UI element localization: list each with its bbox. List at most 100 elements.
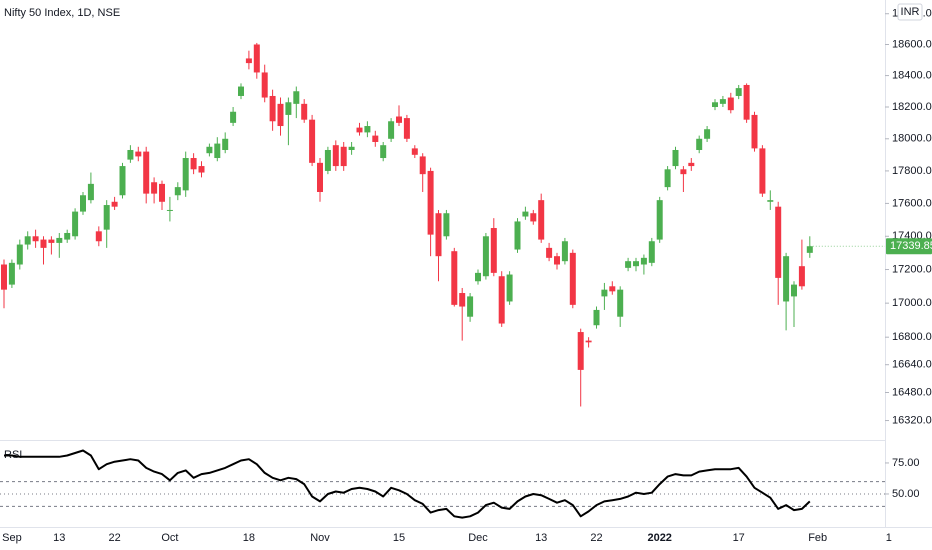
candle-body [593, 309, 600, 326]
y-tick-label: 50.00 [892, 488, 920, 500]
candle-body [206, 146, 213, 154]
x-tick-label: 22 [108, 532, 120, 544]
candle-body [712, 102, 718, 108]
candle-body [32, 236, 39, 242]
candle-body [577, 332, 584, 370]
x-tick-label: Feb [808, 532, 827, 544]
candle-body [451, 251, 458, 305]
candle-body [664, 169, 671, 188]
candle-body [24, 236, 31, 245]
x-tick-label: 22 [590, 532, 602, 544]
candle-body [719, 99, 726, 104]
x-tick-label: 15 [393, 532, 405, 544]
x-tick-label: Oct [161, 532, 178, 544]
candle-body [411, 148, 418, 155]
candle-body [40, 239, 47, 248]
candle-body [166, 209, 173, 211]
candle-body [759, 148, 766, 194]
candle-body [490, 228, 497, 273]
candle-body [80, 195, 86, 212]
candle-body [546, 247, 553, 258]
candle-body [317, 162, 323, 192]
y-tick-label: 16800.00 [892, 331, 932, 343]
candle-body [482, 236, 489, 277]
y-tick-label: 16320.00 [892, 414, 932, 426]
candle-body [64, 232, 71, 240]
candle-body [214, 143, 221, 159]
candle-body [514, 221, 521, 250]
candle-body [459, 293, 466, 307]
candle-body [230, 111, 237, 123]
candle-body [340, 146, 347, 167]
candle-body [332, 145, 339, 167]
candle-body [277, 103, 284, 127]
candle-body [198, 166, 205, 173]
candle-body [403, 118, 410, 139]
x-tick-label: 17 [733, 532, 745, 544]
candle-body [680, 169, 687, 175]
candle-body [554, 256, 560, 265]
candle-body [372, 135, 379, 142]
candle-body [364, 126, 371, 133]
candle-body [601, 289, 608, 297]
candle-body [48, 239, 55, 243]
candle-body [72, 211, 79, 237]
candle-body [87, 183, 94, 201]
candle-body [380, 145, 387, 159]
candle-body [585, 340, 592, 343]
chart-title: Nifty 50 Index, 1D, NSE [4, 7, 120, 19]
candle-body [324, 149, 331, 171]
candle-body [427, 170, 434, 235]
candle-body [506, 274, 513, 302]
candle-body [293, 91, 300, 104]
candle-body [8, 262, 15, 285]
candle-body [301, 103, 308, 120]
candle-body [103, 205, 110, 230]
candle-body [95, 231, 102, 242]
last-price-box [886, 238, 932, 255]
candle-body [222, 138, 229, 150]
candle-body [396, 116, 402, 123]
candle-body [561, 241, 568, 262]
candle-body [743, 84, 750, 120]
candle-body [569, 252, 576, 305]
candle-body [704, 129, 711, 139]
candle-body [530, 213, 537, 222]
candle-body [309, 119, 316, 163]
candle-body [127, 149, 134, 160]
x-tick-label: Dec [468, 532, 488, 544]
candle-body [190, 158, 197, 170]
x-tick-label: 13 [53, 532, 65, 544]
candle-body [143, 151, 150, 194]
candle-body [1, 264, 7, 290]
candle-body [735, 88, 742, 96]
candle-body [111, 201, 118, 207]
candle-body [16, 244, 23, 265]
candle-body [696, 138, 703, 150]
y-tick-label: 17600.00 [892, 197, 932, 209]
x-tick-label: 1 [886, 532, 892, 544]
candle-body [775, 206, 782, 278]
candle-body [261, 72, 268, 98]
y-tick-label: 17200.00 [892, 263, 932, 275]
candle-body [182, 158, 189, 191]
y-tick-label: 17000.00 [892, 297, 932, 309]
candle-body [135, 151, 142, 157]
candle-body [253, 44, 260, 73]
candle-body [783, 256, 790, 302]
candle-body [56, 237, 63, 243]
candle-body [522, 211, 529, 217]
candle-body [285, 102, 292, 115]
candle-body [238, 86, 244, 96]
x-tick-label: 18 [243, 532, 255, 544]
candle-body [767, 200, 774, 202]
y-tick-label: 16640.00 [892, 359, 932, 371]
candle-body [159, 183, 165, 202]
y-tick-label: 75.00 [892, 457, 920, 469]
candle-body [751, 114, 758, 149]
candle-body [617, 289, 624, 317]
x-tick-label: 2022 [647, 532, 671, 544]
candle-body [443, 213, 450, 237]
y-tick-label: 18200.00 [892, 101, 932, 113]
